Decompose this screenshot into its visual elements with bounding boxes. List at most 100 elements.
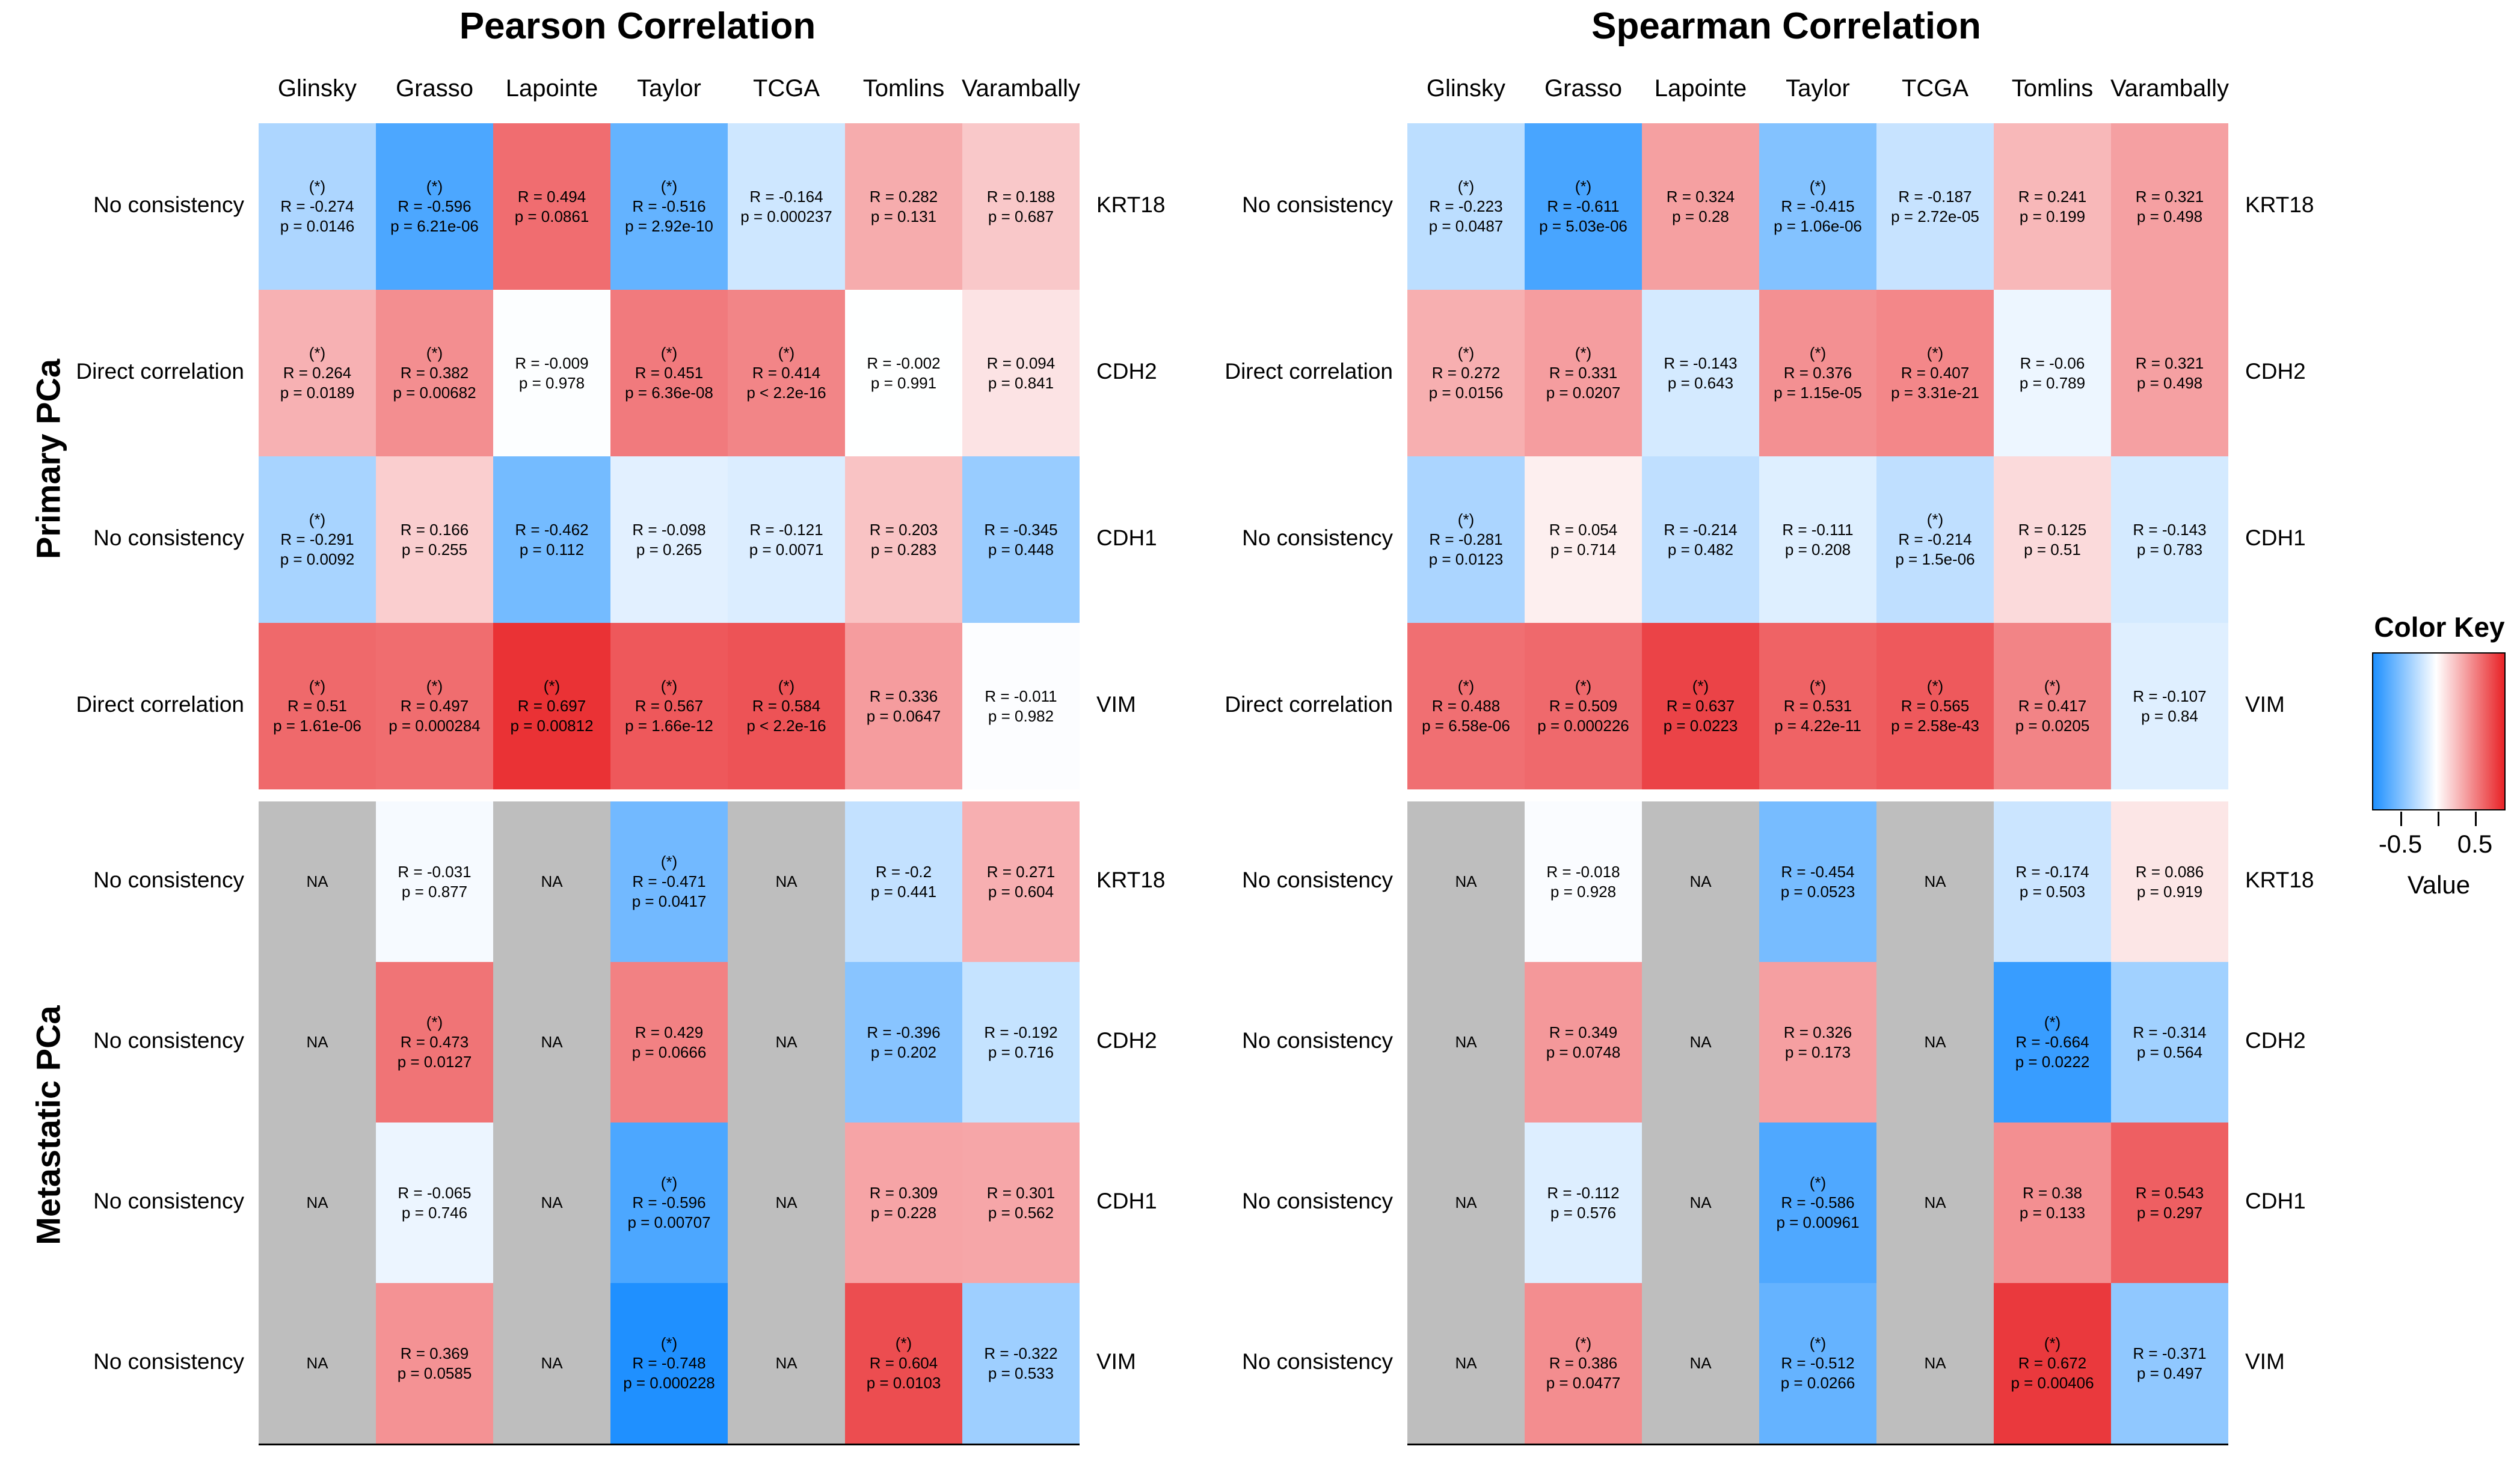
heatmap-cell: (*) R = -0.596 p = 6.21e-06 <box>376 123 493 290</box>
na-text: NA <box>541 872 563 890</box>
heatmap-cell: NA <box>728 962 845 1123</box>
heatmap-cell: R = -0.454 p = 0.0523 <box>1759 801 1876 962</box>
cell-value-line: R = 0.497 <box>400 697 469 715</box>
cell-value-line: p = 0.0071 <box>749 540 824 559</box>
cell-value-line: p = 0.28 <box>1672 207 1729 225</box>
consistency-label: Direct correlation <box>76 691 244 717</box>
cell-value-line: (*) <box>660 677 678 695</box>
heatmap-cell: R = 0.429 p = 0.0666 <box>610 962 728 1123</box>
cell-value-line: p = 0.0585 <box>397 1364 472 1382</box>
heatmap-cell: (*) R = -0.586 p = 0.00961 <box>1759 1123 1876 1283</box>
heatmap-cell: R = -0.107 p = 0.84 <box>2111 623 2228 789</box>
cell-value-line: p = 0.0647 <box>866 706 941 725</box>
na-text: NA <box>1924 872 1946 890</box>
cell-value-line: R = -0.371 <box>2133 1344 2207 1362</box>
heatmap-cell: (*) R = 0.51 p = 1.61e-06 <box>259 623 376 789</box>
cell-value-line: p = 0.533 <box>988 1364 1054 1382</box>
cell-value-line: p = 0.51 <box>2024 540 2081 559</box>
heatmap-cell: R = 0.241 p = 0.199 <box>1994 123 2111 290</box>
cell-value-line: p = 0.000284 <box>389 717 481 735</box>
na-text: NA <box>1455 1354 1477 1372</box>
cell-value-line: R = 0.451 <box>635 364 704 382</box>
cell-value-line: p = 0.503 <box>2019 882 2086 901</box>
color-key-tick <box>2475 812 2477 826</box>
gene-label: CDH2 <box>2245 1028 2306 1053</box>
cell-value-line: R = -0.065 <box>398 1183 472 1202</box>
cell-value-line: p = 0.877 <box>401 882 468 901</box>
heatmap-cell: R = -0.143 p = 0.643 <box>1642 290 1759 456</box>
heatmap-cell: R = -0.009 p = 0.978 <box>493 290 610 456</box>
cell-value-line: R = -0.223 <box>1429 197 1503 215</box>
cell-value-line: R = -0.107 <box>2133 687 2207 705</box>
gene-label: CDH2 <box>2245 358 2306 384</box>
heatmap-cell: (*) R = -0.415 p = 1.06e-06 <box>1759 123 1876 290</box>
cell-value-line: p = 0.84 <box>2141 706 2198 725</box>
heatmap-cell: NA <box>728 1283 845 1444</box>
cell-value-line: R = -0.111 <box>1782 520 1854 539</box>
cell-value-line: R = -0.274 <box>280 197 354 215</box>
color-key-gradient <box>2372 652 2506 810</box>
heatmap-cell: (*) R = 0.531 p = 4.22e-11 <box>1759 623 1876 789</box>
consistency-label: No consistency <box>1242 192 1393 217</box>
cell-value-line: R = 0.321 <box>2135 354 2204 372</box>
cell-value-line: R = 0.386 <box>1549 1354 1618 1372</box>
na-text: NA <box>306 1354 328 1372</box>
cell-value-line: (*) <box>309 177 326 195</box>
cell-value-line: R = 0.382 <box>400 364 469 382</box>
cell-value-line: (*) <box>2044 677 2061 695</box>
heatmap-cell: R = 0.543 p = 0.297 <box>2111 1123 2228 1283</box>
cell-value-line: p = 1.61e-06 <box>273 717 361 735</box>
cell-value-line: R = 0.543 <box>2135 1183 2204 1202</box>
cell-value-line: p = 0.482 <box>1667 540 1734 559</box>
heatmap-cell: (*) R = -0.291 p = 0.0092 <box>259 456 376 623</box>
color-key-tick-label-low: -0.5 <box>2378 830 2423 858</box>
gene-label: CDH2 <box>1096 1028 1157 1053</box>
heatmap-cell: (*) R = -0.223 p = 0.0487 <box>1407 123 1525 290</box>
cell-value-line: R = 0.321 <box>2135 187 2204 206</box>
heatmap-cell: (*) R = 0.382 p = 0.00682 <box>376 290 493 456</box>
cell-value-line: (*) <box>426 677 443 695</box>
cell-value-line: R = 0.429 <box>635 1023 704 1041</box>
heatmap-cell: NA <box>1407 1283 1525 1444</box>
heatmap-cell: (*) R = 0.272 p = 0.0156 <box>1407 290 1525 456</box>
cell-value-line: p = 0.643 <box>1667 373 1734 392</box>
cell-value-line: p = 0.498 <box>2136 373 2203 392</box>
heatmap-cell: (*) R = 0.473 p = 0.0127 <box>376 962 493 1123</box>
consistency-label: No consistency <box>1242 525 1393 550</box>
cell-value-line: R = -0.187 <box>1898 187 1972 206</box>
heatmap-cell: (*) R = -0.214 p = 1.5e-06 <box>1876 456 1994 623</box>
cell-value-line: R = -0.214 <box>1664 520 1738 539</box>
na-text: NA <box>1924 1193 1946 1211</box>
cell-value-line: p = 0.746 <box>401 1203 468 1222</box>
heatmap-cell: R = -0.06 p = 0.789 <box>1994 290 2111 456</box>
cell-value-line: (*) <box>895 1334 912 1352</box>
na-text: NA <box>775 1033 797 1051</box>
heatmap-cell: NA <box>1876 1283 1994 1444</box>
heatmap-cell: R = 0.321 p = 0.498 <box>2111 290 2228 456</box>
cell-value-line: p = 0.0092 <box>280 550 355 568</box>
cell-value-line: (*) <box>1457 344 1475 362</box>
heatmap-cell: R = 0.326 p = 0.173 <box>1759 962 1876 1123</box>
cell-value-line: R = -0.462 <box>515 520 589 539</box>
cell-value-line: R = -0.415 <box>1781 197 1855 215</box>
cell-value-line: R = 0.301 <box>986 1183 1056 1202</box>
cell-value-line: (*) <box>1809 677 1827 695</box>
cell-value-line: R = -0.748 <box>632 1354 706 1372</box>
cell-value-line: R = -0.164 <box>749 187 823 206</box>
cell-value-line: R = 0.567 <box>635 697 704 715</box>
heatmap-cell: R = -0.121 p = 0.0071 <box>728 456 845 623</box>
heatmap-cell: R = -0.396 p = 0.202 <box>845 962 962 1123</box>
gene-label: KRT18 <box>2245 192 2314 217</box>
cell-value-line: (*) <box>1926 510 1944 528</box>
cell-value-line: R = -0.322 <box>984 1344 1058 1362</box>
cell-value-line: (*) <box>1575 1334 1592 1352</box>
heatmap-cell: (*) R = -0.471 p = 0.0417 <box>610 801 728 962</box>
heatmap-cell: (*) R = 0.584 p < 2.2e-16 <box>728 623 845 789</box>
cell-value-line: R = -0.314 <box>2133 1023 2207 1041</box>
cell-value-line: p = 0.0127 <box>397 1053 472 1071</box>
heatmap-cell: (*) R = -0.596 p = 0.00707 <box>610 1123 728 1283</box>
cell-value-line: p = 2.58e-43 <box>1891 717 1979 735</box>
heatmap-cell: (*) R = -0.512 p = 0.0266 <box>1759 1283 1876 1444</box>
cell-value-line: R = -0.112 <box>1547 1183 1620 1202</box>
group-label-primary-pca: Primary PCa <box>29 358 67 560</box>
